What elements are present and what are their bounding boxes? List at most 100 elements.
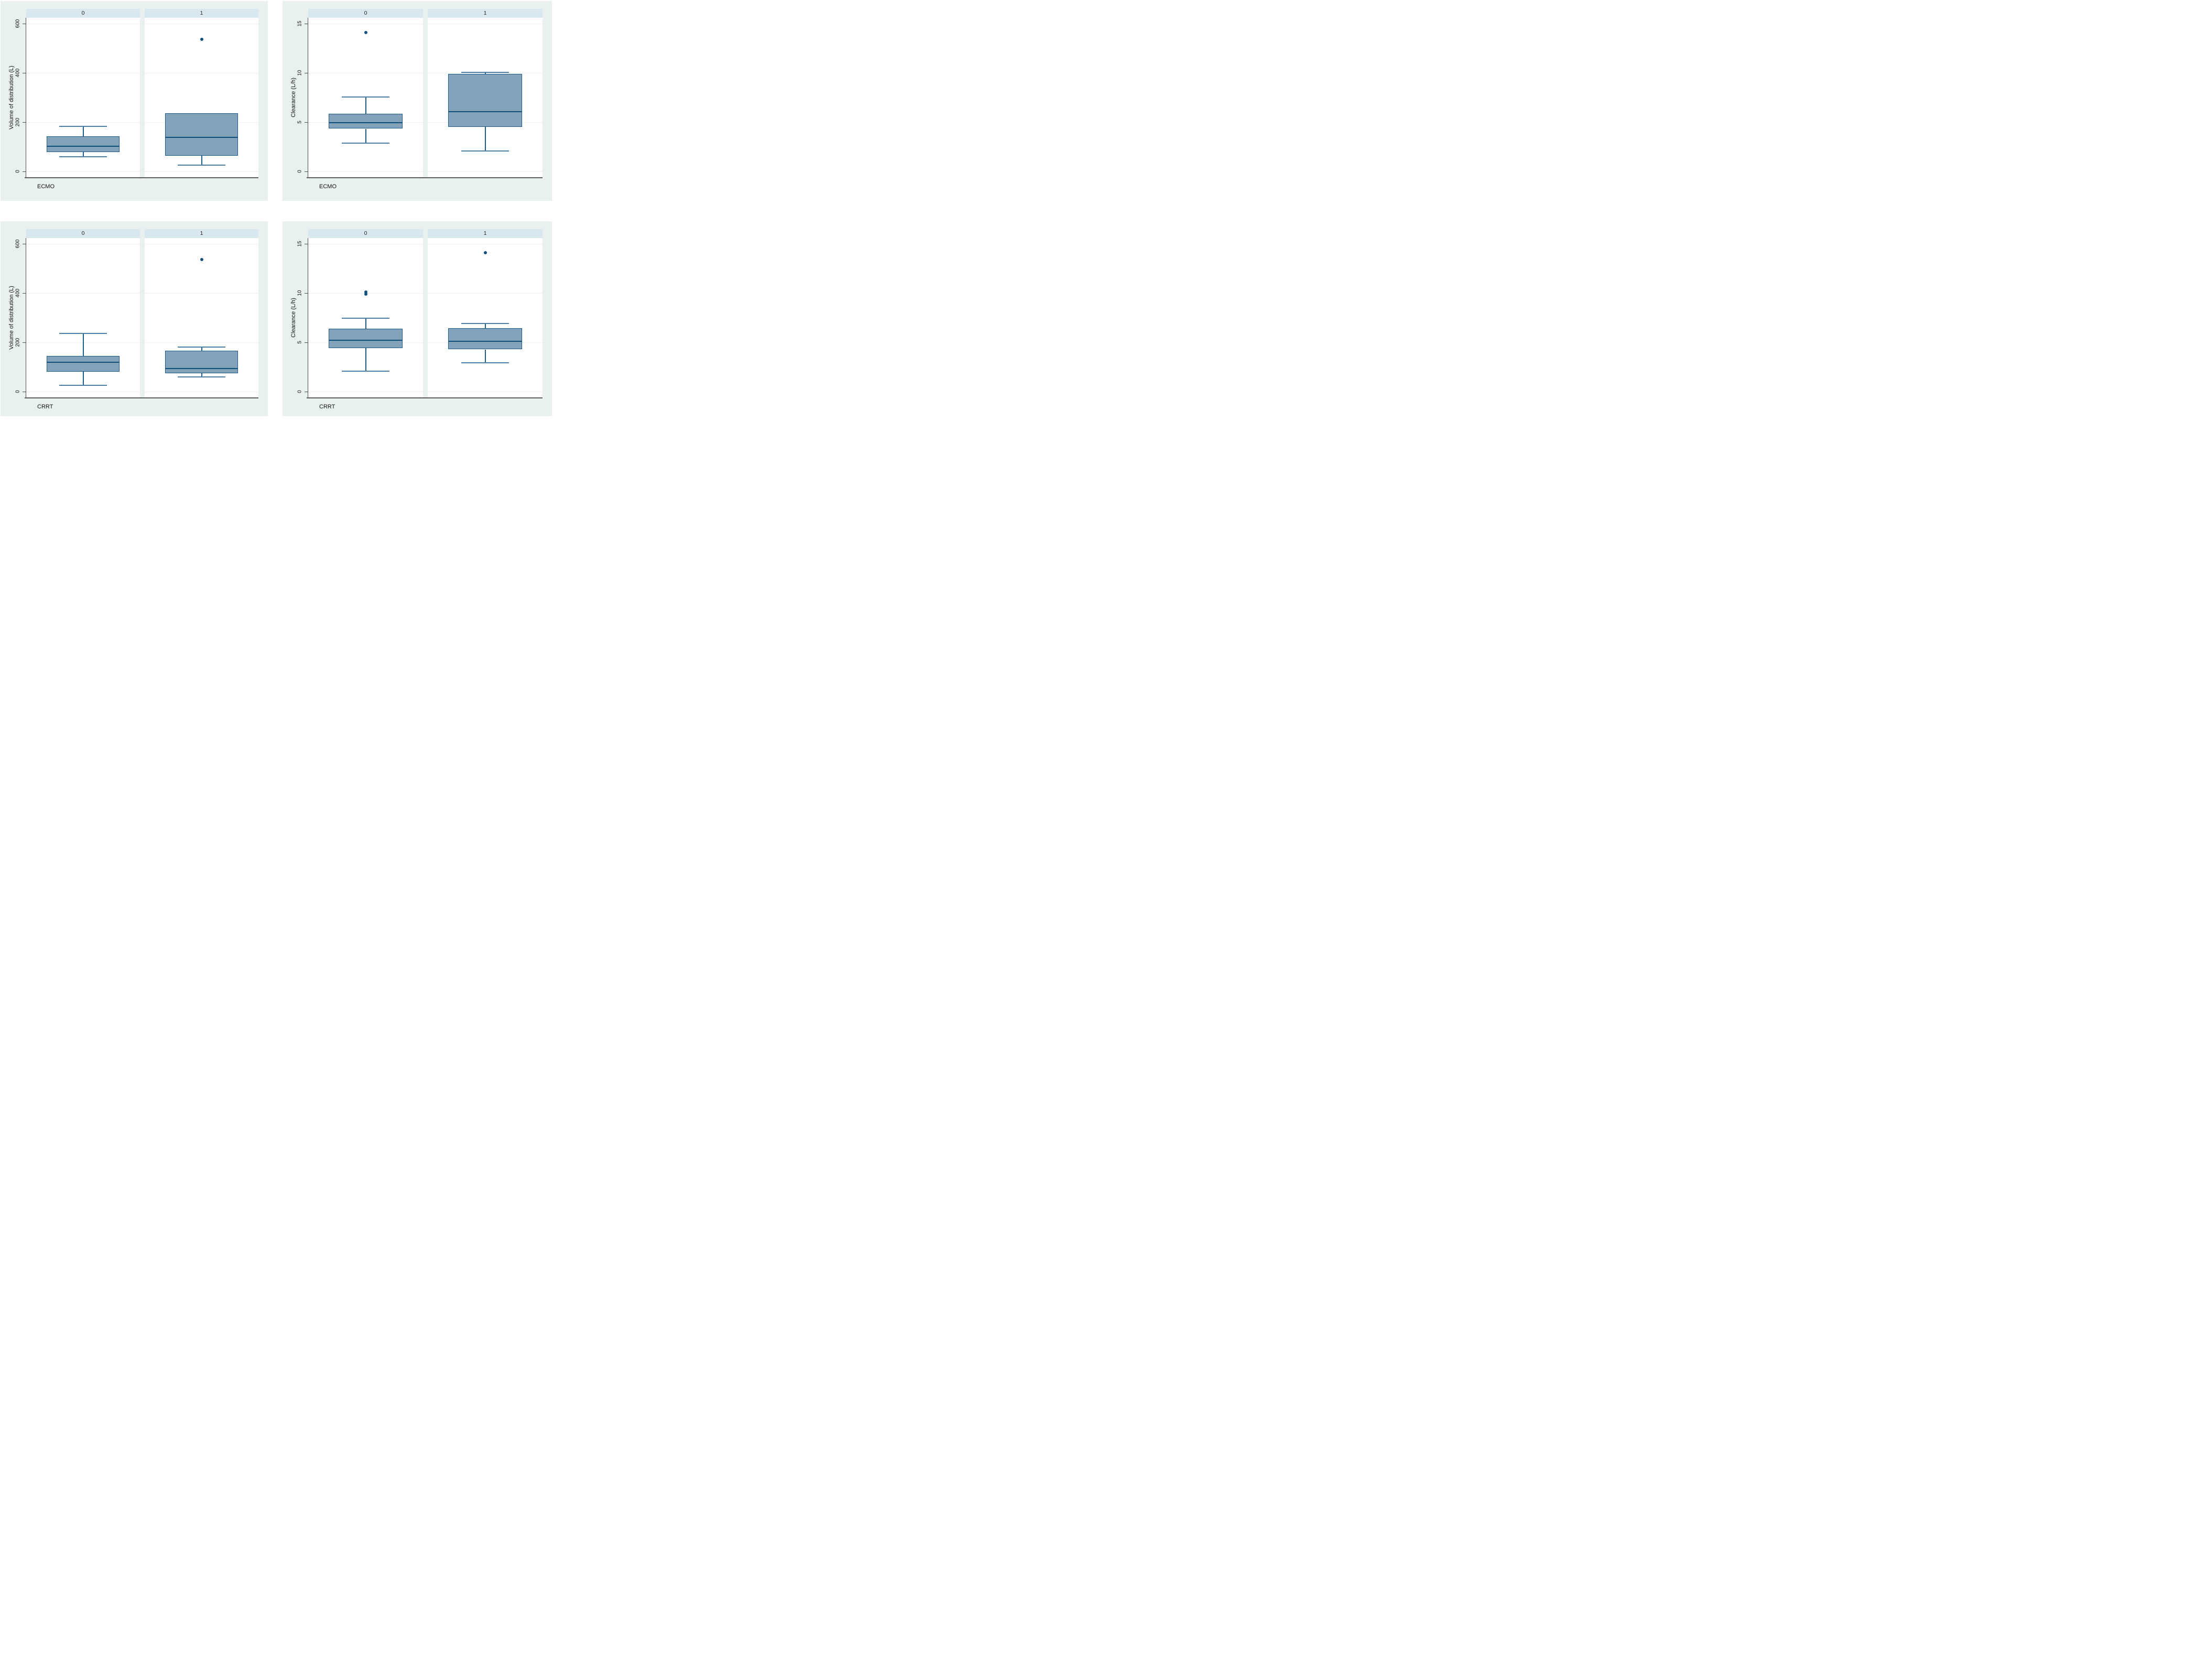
panel-header: 1: [145, 229, 258, 238]
gridline: [145, 293, 258, 294]
panel-header-label: 0: [81, 10, 85, 16]
outlier-point: [483, 251, 487, 255]
plot-area: [145, 18, 258, 177]
y-tick-label: 0: [15, 390, 21, 394]
whisker-line: [201, 373, 202, 377]
whisker-cap: [341, 142, 390, 144]
median-line: [448, 341, 522, 342]
box: [47, 356, 120, 372]
outlier-point: [200, 257, 203, 261]
median-line: [329, 339, 403, 341]
outlier-point: [364, 293, 367, 296]
x-axis-line: [307, 397, 543, 398]
whisker-cap: [59, 156, 107, 158]
subpanel-group-1: 1: [145, 9, 258, 177]
whisker-cap: [59, 333, 107, 334]
y-tick-label: 400: [15, 68, 21, 78]
y-tick-label: 10: [297, 70, 303, 76]
panel-header: 0: [26, 229, 140, 238]
median-line: [47, 361, 120, 363]
whisker-line: [365, 348, 366, 371]
whisker-line: [484, 349, 486, 363]
x-group-label: ECMO: [319, 183, 337, 190]
whisker-cap: [461, 362, 509, 363]
whisker-cap: [177, 164, 226, 166]
whisker-line: [484, 322, 486, 328]
y-tick-label: 5: [297, 341, 303, 344]
whisker-line: [484, 71, 486, 74]
median-line: [47, 146, 120, 147]
panel-header: 0: [26, 9, 140, 18]
whisker-line: [82, 152, 84, 157]
box: [448, 74, 522, 127]
gridline: [145, 342, 258, 343]
whisker-cap: [341, 370, 390, 372]
subpanel-group-1: 1: [428, 229, 543, 397]
panel-header: 0: [308, 9, 423, 18]
plot-area: [26, 238, 140, 397]
y-tick-label: 0: [297, 170, 303, 174]
median-line: [448, 111, 522, 112]
gridline: [428, 171, 543, 172]
y-tick-label: 200: [15, 338, 21, 347]
panel-header-label: 1: [483, 10, 487, 16]
whisker-cap: [177, 376, 226, 377]
panel-header-label: 1: [200, 10, 203, 16]
gridline: [428, 293, 543, 294]
plot-area: [308, 18, 423, 177]
y-tick-label: 600: [15, 239, 21, 248]
y-tick-label: 5: [297, 121, 303, 124]
x-group-label: ECMO: [37, 183, 55, 190]
panel-header-label: 1: [200, 230, 203, 236]
y-axis-title: Volume of distribution (L): [8, 66, 15, 129]
boxplot-figure-clearance-by-ecmo: Clearance (L/h) 0 5 10 15 0 1 ECMO: [283, 1, 552, 201]
panel-header: 1: [428, 229, 543, 238]
whisker-cap: [59, 385, 107, 386]
y-tick-mark: [23, 342, 26, 343]
whisker-cap: [59, 126, 107, 127]
whisker-cap: [341, 96, 390, 98]
whisker-cap: [341, 318, 390, 319]
y-tick-mark: [305, 171, 308, 172]
whisker-line: [201, 346, 202, 351]
box: [448, 328, 522, 350]
gridline: [308, 171, 423, 172]
x-axis-line: [25, 177, 258, 178]
subpanel-group-1: 1: [428, 9, 543, 177]
box: [329, 114, 403, 129]
gridline: [26, 171, 140, 172]
panel-header-label: 0: [364, 230, 367, 236]
whisker-line: [484, 126, 486, 151]
whisker-cap: [461, 71, 509, 73]
y-tick-label: 0: [297, 390, 303, 394]
y-tick-mark: [305, 293, 308, 294]
boxplot-figure-clearance-by-crrt: Clearance (L/h) 0 5 10 15 0 1 CRRT: [283, 221, 552, 416]
subpanel-group-0: 0: [26, 229, 140, 397]
whisker-line: [82, 333, 84, 356]
plot-area: [26, 18, 140, 177]
box: [329, 329, 403, 348]
whisker-line: [201, 155, 202, 165]
boxplot-figure-vd-by-crrt: Volume of distribution (L) 0 200 400 600 0 1 CR…: [1, 221, 268, 416]
y-tick-mark: [23, 122, 26, 123]
subpanel-group-0: 0: [308, 9, 423, 177]
subpanel-group-0: 0: [26, 9, 140, 177]
x-axis-line: [307, 177, 543, 178]
gridline: [26, 122, 140, 123]
panel-header-label: 0: [364, 10, 367, 16]
gridline: [26, 293, 140, 294]
x-axis-line: [25, 397, 258, 398]
gridline: [145, 171, 258, 172]
y-tick-label: 10: [297, 290, 303, 296]
x-group-label: CRRT: [37, 404, 53, 410]
boxplot-figure-vd-by-ecmo: Volume of distribution (L) 0 200 400 600 0 1 EC…: [1, 1, 268, 201]
outlier-point: [364, 31, 367, 35]
outlier-point: [200, 37, 203, 41]
whisker-line: [82, 126, 84, 136]
y-tick-label: 200: [15, 117, 21, 127]
y-tick-mark: [23, 293, 26, 294]
box: [165, 351, 238, 374]
whisker-cap: [461, 322, 509, 324]
outlier-point: [364, 290, 367, 294]
panel-header: 1: [145, 9, 258, 18]
